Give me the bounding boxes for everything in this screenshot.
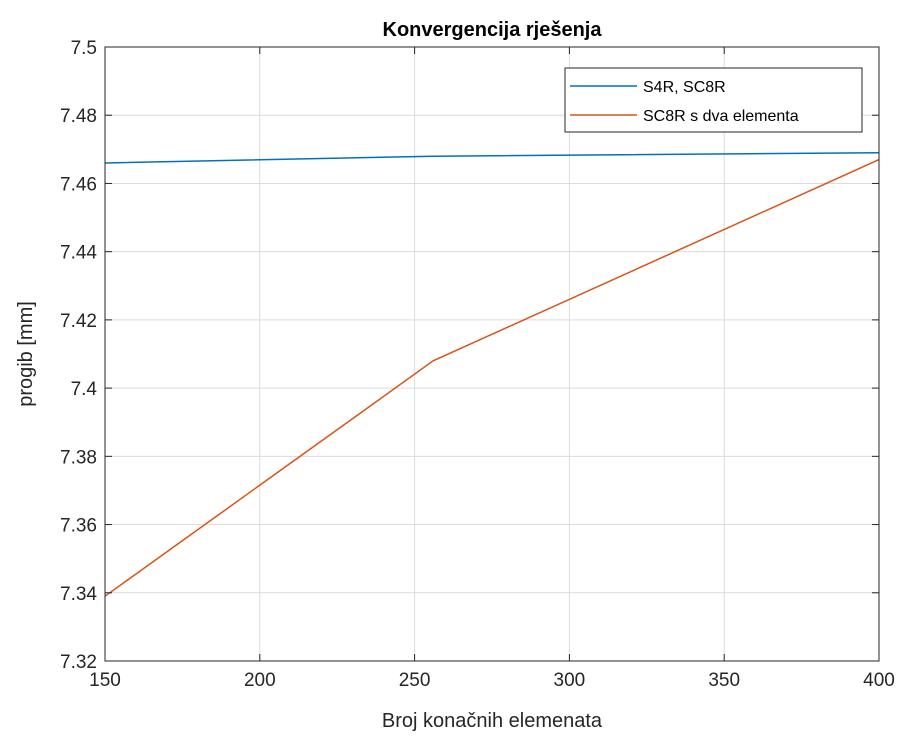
y-tick-label: 7.4 [71,379,98,400]
y-tick-label: 7.38 [60,447,97,468]
x-tick-label: 400 [863,670,895,691]
grid [104,46,880,662]
x-tick-label: 350 [708,670,740,691]
legend-box [564,67,863,133]
x-tick-label: 300 [554,670,586,691]
legend: S4R, SC8R SC8R s dva elementa [564,67,863,133]
series-lines [104,151,880,597]
y-tick-label: 7.48 [60,106,97,127]
legend-label-sc8r-s-dva-elementa: SC8R s dva elementa [643,108,799,125]
y-axis-label: progib [mm] [15,301,37,407]
y-tick-label: 7.5 [71,38,97,59]
x-axis-label: Broj konačnih elemenata [382,710,603,732]
y-tick-label: 7.34 [60,584,97,605]
y-tick-label: 7.46 [60,174,97,195]
y-tick-label: 7.32 [60,652,97,673]
y-tick-label: 7.44 [60,243,97,264]
x-tick-label: 250 [399,670,431,691]
series-line-0 [104,151,880,164]
x-tick-label: 200 [244,670,276,691]
x-tick-label: 150 [89,670,121,691]
plot-frame [104,46,880,662]
y-tick-label: 7.36 [60,516,97,537]
axis-ticks: 150 200 250 300 350 400 7.32 7.34 7.36 7.38 7.4 7.4… [60,38,895,691]
series-line-1 [104,158,880,597]
chart-title: Konvergencija rješenja [383,19,603,41]
y-tick-label: 7.42 [60,311,97,332]
legend-label-s4r-sc8r: S4R, SC8R [643,79,726,96]
